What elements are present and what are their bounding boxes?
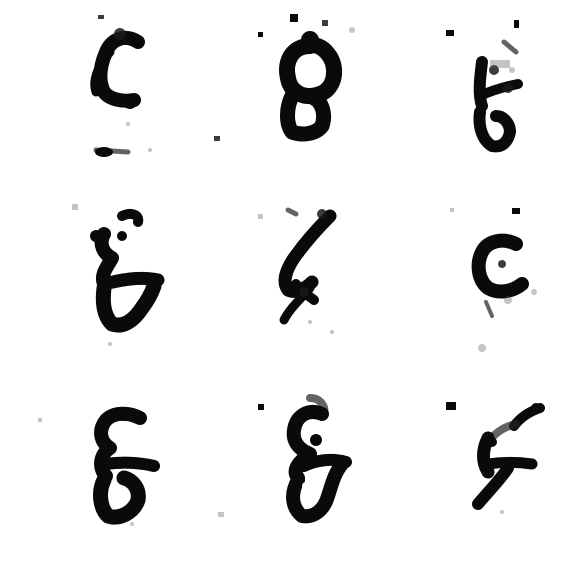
digit-sample-1 xyxy=(0,0,192,192)
digit-sample-7 xyxy=(0,384,192,576)
digit-sample-7-glyph xyxy=(38,406,160,526)
digit-sample-1-glyph xyxy=(90,15,152,157)
digit-sample-3-glyph xyxy=(446,20,523,153)
digit-sample-6 xyxy=(384,192,576,384)
digit-sample-6-glyph xyxy=(450,208,537,352)
digit-sample-2-glyph xyxy=(214,14,355,142)
digit-sample-9 xyxy=(384,384,576,576)
digit-sample-3 xyxy=(384,0,576,192)
digit-sample-8-glyph xyxy=(218,394,352,524)
digit-sample-2 xyxy=(192,0,384,192)
digit-sample-8 xyxy=(192,384,384,576)
digit-sample-9-glyph xyxy=(446,402,545,514)
digit-sample-4-glyph xyxy=(72,204,165,346)
digit-sample-4 xyxy=(0,192,192,384)
digit-sample-5 xyxy=(192,192,384,384)
digit-sample-5-glyph xyxy=(258,207,337,334)
